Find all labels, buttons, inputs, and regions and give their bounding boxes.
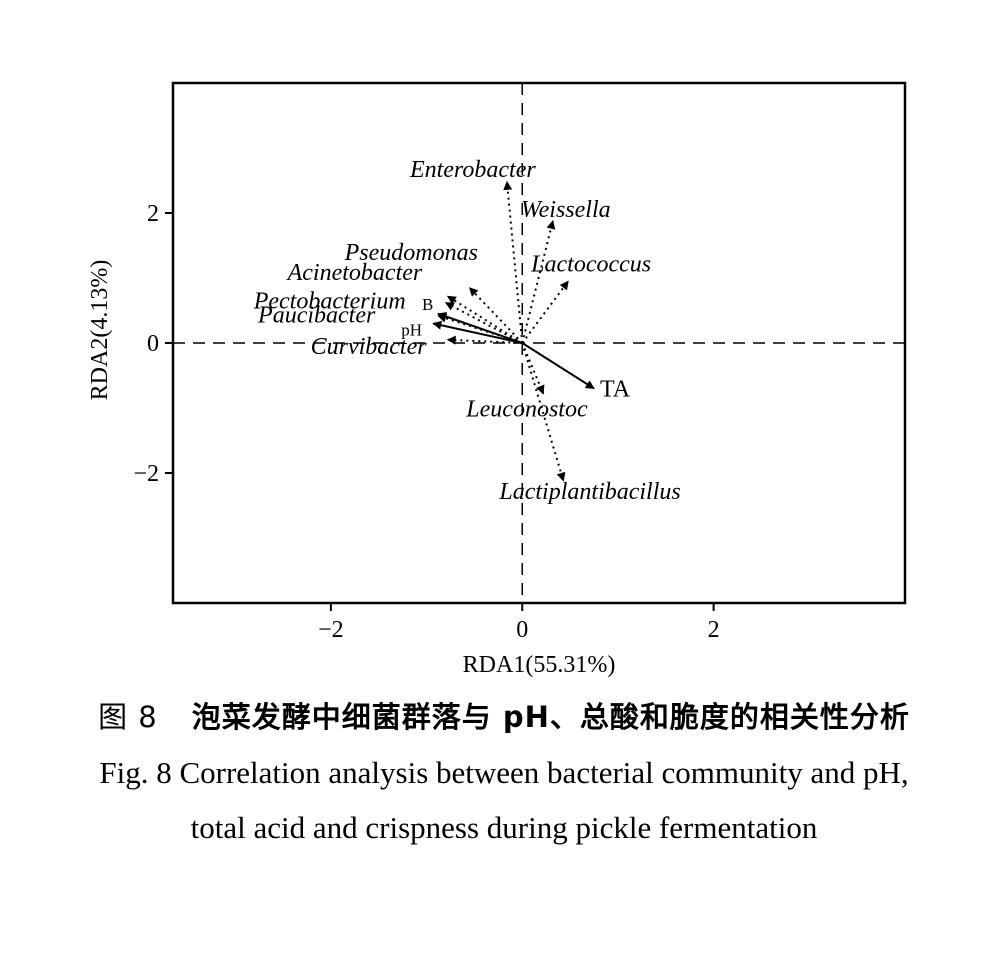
species-arrow [446,295,523,344]
y-tick-label: 0 [147,331,159,357]
species-label: Paucibacter [257,303,376,329]
species-label: Lactiplantibacillus [498,479,680,505]
species-arrow [444,301,523,344]
species-arrow [521,280,569,344]
species-arrow [521,219,556,344]
x-tick-label: −2 [318,617,344,643]
y-tick-label: −2 [133,461,159,487]
species-label: Lactococcus [530,251,651,277]
caption-english-line1: Fig. 8 Correlation analysis between bact… [99,755,909,790]
caption-english-line2: total acid and crispness during pickle f… [190,810,818,845]
environment-arrow [437,312,523,344]
caption-chinese-title: 泡菜发酵中细菌群落与 pH、总酸和脆度的相关性分析 [191,700,910,734]
environment-label: pH [401,321,422,340]
figure-number-cn: 图 8 [98,700,158,734]
species-label: Pseudomonas [344,240,478,266]
species-label: Pectobacterium [253,289,406,315]
species-label: Leuconostoc [465,397,588,423]
environment-label: B [422,295,433,314]
x-axis-label: RDA1(55.31%) [463,652,616,678]
x-tick-label: 2 [708,617,720,643]
environment-label: TA [600,377,631,403]
species-arrow [468,287,523,344]
y-axis-label: RDA2(4.13%) [87,260,113,401]
environment-arrow [432,320,523,344]
rda-biplot: −2 0 2 −2 0 2 Enterobacter Weissella Pseudomonas… [87,81,907,678]
species-label: Acinetobacter [286,260,423,286]
environment-arrow [521,342,595,390]
y-tick-label: 2 [147,201,159,227]
species-label: Curvibacter [311,334,428,360]
species-arrow [437,313,523,344]
species-label: Weissella [521,197,611,223]
species-label: Enterobacter [409,157,536,183]
caption-chinese: 图 8 泡菜发酵中细菌群落与 pH、总酸和脆度的相关性分析 [0,694,1008,736]
species-arrow [446,335,523,345]
x-tick-label: 0 [516,617,528,643]
